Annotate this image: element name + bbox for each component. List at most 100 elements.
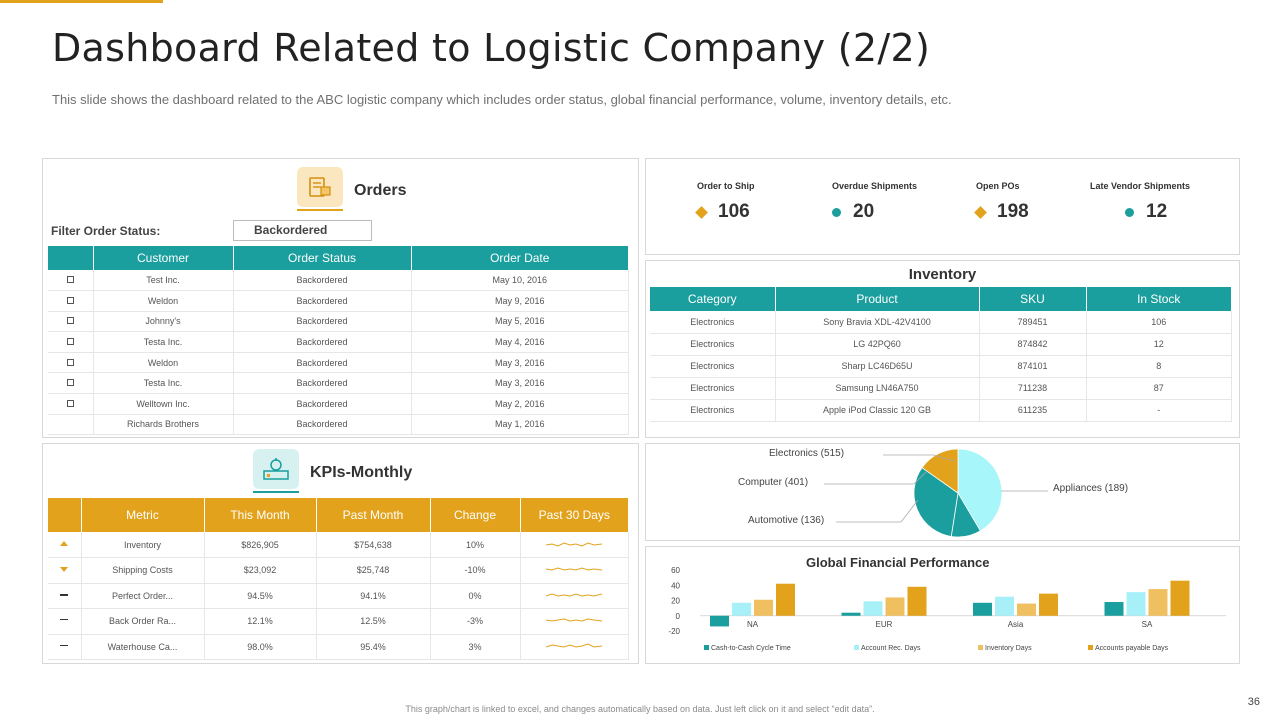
page-number: 36 [1247,696,1260,708]
volume-pie-chart [824,448,1048,538]
kpi-metric: Waterhouse Ca... [81,634,205,660]
order-customer: Testa Inc. [93,372,234,395]
kpis-panel: KPIs-Monthly Metric This Month Past Mont… [42,443,639,664]
inv-product: Apple iPod Classic 120 GB [775,399,980,422]
trend-flat-icon [60,593,69,596]
kpi-past-month: $25,748 [316,557,431,584]
table-row: Johnny's Backordered May 5, 2016 [48,311,629,333]
table-row: Waterhouse Ca... 98.0% 95.4% 3% [48,634,629,660]
order-customer: Weldon [93,352,234,374]
kpis-col-past-30-days: Past 30 Days [520,498,629,532]
bar-na-series-4 [776,583,795,616]
metric-label: Order to Ship [697,181,755,191]
table-row: Electronics Samsung LN46A750 711238 87 [650,377,1232,400]
row-checkbox[interactable] [66,276,74,284]
orders-col-select [48,246,94,270]
x-category-label: EUR [876,620,893,629]
pie-slice-appliances [921,448,959,494]
sparkline [546,541,603,547]
row-checkbox[interactable] [66,338,74,346]
kpi-past-month: 12.5% [316,608,431,635]
table-row: Electronics LG 42PQ60 874842 12 [650,333,1232,356]
row-checkbox[interactable] [66,296,74,304]
orders-table: Customer Order Status Order Date Test In… [48,246,629,436]
page-subtitle: This slide shows the dashboard related t… [52,92,952,107]
legend-label: Accounts payable Days [1095,645,1169,652]
sparkline [546,643,603,648]
financial-bar-chart: 60 40 20 0 -20 NA EUR Asia SA Cash-to-Cash Cycle… [668,566,1226,652]
table-row: Test Inc. Backordered May 10, 2016 [48,270,629,292]
legend-swatch [978,645,983,650]
kpi-metric: Inventory [81,532,205,558]
order-customer: Welltown Inc. [93,393,234,415]
kpis-icon-underline [253,491,299,493]
orders-col-status: Order Status [233,246,412,270]
kpis-table: Metric This Month Past Month Change Past… [48,498,629,660]
inv-sku: 611235 [979,399,1087,422]
bar-eur-series-2 [863,601,883,616]
row-checkbox[interactable] [66,379,74,387]
order-status: Backordered [233,414,412,436]
kpi-this-month: 94.5% [204,583,317,609]
bar-eur-series-4 [907,586,927,616]
order-customer: Richards Brothers [93,414,234,436]
trend-flat-icon [60,644,69,646]
kpi-past-month: 94.1% [316,583,431,609]
order-customer: Johnny's [93,311,234,333]
order-date: May 2, 2016 [411,393,629,415]
inv-sku: 789451 [979,311,1087,334]
bar-asia-series-4 [1039,593,1058,616]
order-date: May 9, 2016 [411,290,629,312]
sparkline [546,567,603,571]
bar-na-series-1 [710,615,729,627]
pie-label-electronics: Electronics (515) [769,448,845,459]
trend-up-icon [60,540,69,546]
y-tick-label: 20 [671,597,680,606]
kpi-past-month: 95.4% [316,634,431,660]
kpi-change: 10% [430,532,521,558]
metric-label: Late Vendor Shipments [1090,181,1191,191]
table-row: Weldon Backordered May 9, 2016 [48,290,629,312]
orders-panel: Orders Filter Order Status: Backordered … [42,158,639,438]
pie-label-computer: Computer (401) [738,477,809,488]
inventory-table: Category Product SKU In Stock Electronic… [650,287,1232,422]
bar-asia-series-2 [995,596,1014,616]
row-checkbox[interactable] [66,399,74,407]
metric-value: 12 [1146,201,1168,222]
inv-category: Electronics [650,311,776,334]
table-row: Perfect Order... 94.5% 94.1% 0% [48,583,629,609]
order-status: Backordered [233,311,412,333]
kpis-title: KPIs-Monthly [310,464,413,481]
kpis-icon [253,449,299,489]
inventory-col-sku: SKU [979,287,1087,311]
filter-order-status-select[interactable]: Backordered [233,220,372,241]
inv-category: Electronics [650,377,776,400]
kpi-change: -10% [430,557,521,584]
y-tick-label: 0 [676,612,681,621]
kpi-change: 0% [430,583,521,609]
inv-product: Samsung LN46A750 [775,377,980,400]
metric-value: 20 [853,201,875,222]
row-checkbox[interactable] [66,358,74,366]
pie-slice-computer [913,467,959,537]
order-status: Backordered [233,393,412,415]
order-status: Backordered [233,352,412,374]
order-customer: Testa Inc. [93,331,234,353]
x-category-label: SA [1142,620,1153,629]
leader-line [900,499,919,523]
financial-chart-title: Global Financial Performance [806,555,990,570]
pie-slice-electronics [957,448,1003,532]
bar-asia-series-1 [973,602,992,616]
row-checkbox[interactable] [66,317,74,325]
x-category-label: NA [747,620,759,629]
pie-label-appliances: Appliances (189) [1053,483,1129,494]
kpis-col-past-month: Past Month [316,498,431,532]
inventory-col-category: Category [650,287,776,311]
bar-na-series-3 [754,599,773,616]
bar-sa-series-1 [1104,602,1124,616]
metric-value: 106 [718,201,750,222]
inv-category: Electronics [650,355,776,378]
legend-swatch [1088,645,1093,650]
bar-asia-series-3 [1017,603,1036,616]
inv-product: Sony Bravia XDL-42V4100 [775,311,980,334]
